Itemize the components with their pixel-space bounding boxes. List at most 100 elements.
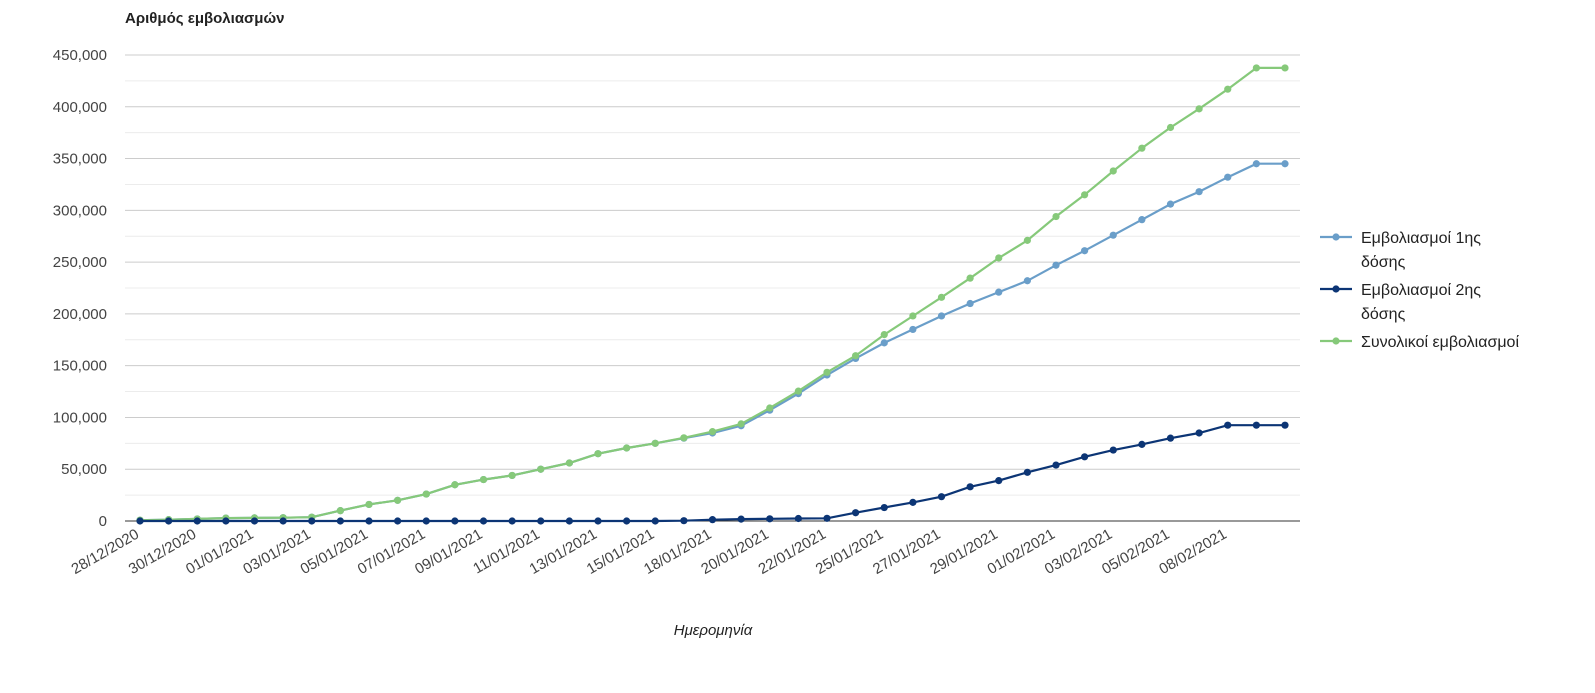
data-point: [995, 254, 1003, 262]
data-point: [1281, 160, 1289, 168]
data-point: [1081, 191, 1089, 199]
data-point: [966, 274, 974, 282]
data-point: [852, 509, 860, 517]
data-point: [1224, 421, 1232, 429]
data-point: [336, 507, 344, 515]
data-point: [537, 465, 545, 473]
data-point: [623, 517, 631, 525]
data-point: [1166, 200, 1175, 208]
data-point: [537, 517, 545, 525]
data-point: [250, 517, 259, 525]
data-point: [937, 293, 946, 301]
data-point: [1138, 440, 1146, 448]
data-point: [966, 483, 974, 491]
data-point: [1109, 167, 1117, 175]
data-point: [594, 517, 602, 525]
data-point: [279, 517, 287, 525]
data-point: [1224, 173, 1232, 181]
series-2: [136, 421, 1289, 525]
legend-label: Εμβολιασμοί 1ης: [1361, 230, 1481, 247]
legend-label-line2: δόσης: [1361, 254, 1406, 271]
data-point: [422, 490, 430, 498]
series-line: [140, 424, 1285, 523]
legend-item: Εμβολιασμοί 2ης δόσης: [1320, 282, 1481, 323]
data-point: [222, 517, 230, 525]
y-axis-ticks: 0 50,000 100,000 150,000 200,000 250,000 300,0…: [53, 47, 107, 530]
data-point: [1081, 453, 1089, 461]
data-point: [1109, 231, 1117, 239]
data-point: [1252, 160, 1260, 168]
legend-marker: [1332, 285, 1340, 293]
data-point: [365, 517, 373, 525]
data-point: [479, 475, 488, 484]
series-group: [136, 64, 1289, 525]
data-point: [909, 498, 917, 506]
data-point: [737, 515, 745, 523]
legend-item: Εμβολιασμοί 1ης δόσης: [1320, 230, 1481, 271]
legend-marker: [1332, 337, 1340, 345]
data-point: [1023, 277, 1031, 285]
data-point: [708, 428, 717, 436]
data-point: [394, 496, 402, 504]
data-point: [1252, 64, 1260, 72]
data-point: [766, 404, 774, 412]
data-point: [1138, 216, 1146, 224]
x-axis-ticks: 28/12/202030/12/202001/01/202103/01/2021…: [68, 526, 1229, 578]
data-point: [1195, 188, 1203, 196]
data-point: [1081, 247, 1089, 255]
data-point: [1166, 434, 1175, 442]
data-point: [508, 517, 516, 525]
y-tick-label: 250,000: [53, 254, 107, 271]
data-point: [565, 459, 573, 467]
y-tick-label: 300,000: [53, 202, 107, 219]
data-point: [308, 517, 316, 525]
data-point: [1052, 461, 1060, 469]
data-point: [623, 444, 631, 452]
data-point: [1023, 236, 1031, 244]
data-point: [365, 500, 373, 509]
data-point: [823, 368, 831, 376]
series-line: [139, 162, 1285, 522]
y-tick-label: 100,000: [53, 409, 107, 426]
data-point: [165, 517, 173, 525]
data-point: [136, 517, 144, 525]
data-point: [336, 517, 344, 525]
legend-label-line2: δόσης: [1361, 306, 1406, 323]
data-point: [995, 288, 1003, 296]
y-tick-label: 50,000: [61, 461, 107, 478]
data-point: [1166, 123, 1175, 132]
data-point: [594, 450, 602, 458]
data-point: [823, 514, 831, 522]
data-point: [880, 339, 888, 347]
data-point: [1195, 105, 1203, 113]
data-point: [1224, 85, 1232, 93]
data-point: [451, 481, 459, 489]
grid-lines: [125, 54, 1300, 496]
data-point: [1138, 144, 1146, 152]
data-point: [422, 517, 430, 525]
data-point: [565, 517, 573, 525]
data-point: [794, 514, 802, 523]
data-point: [737, 420, 745, 428]
data-point: [193, 517, 201, 525]
data-point: [909, 325, 917, 334]
legend: Εμβολιασμοί 1ης δόσης Εμβολιασμοί 2ης δόσης…: [1320, 230, 1519, 351]
data-point: [479, 517, 488, 525]
data-point: [880, 331, 888, 339]
data-point: [1109, 446, 1117, 454]
y-tick-label: 200,000: [53, 306, 107, 323]
data-point: [909, 312, 917, 320]
data-point: [1281, 421, 1289, 429]
data-point: [937, 493, 946, 501]
data-point: [1052, 212, 1060, 221]
data-point: [394, 517, 402, 525]
x-axis-title: Ημερομηνία: [674, 622, 753, 639]
series-3: [136, 64, 1289, 524]
data-point: [451, 517, 459, 525]
legend-label: Εμβολιασμοί 2ης: [1361, 282, 1481, 299]
data-point: [1281, 64, 1289, 72]
data-point: [708, 516, 717, 524]
y-tick-label: 350,000: [53, 151, 107, 168]
data-point: [680, 434, 688, 442]
y-tick-label: 150,000: [53, 358, 107, 375]
